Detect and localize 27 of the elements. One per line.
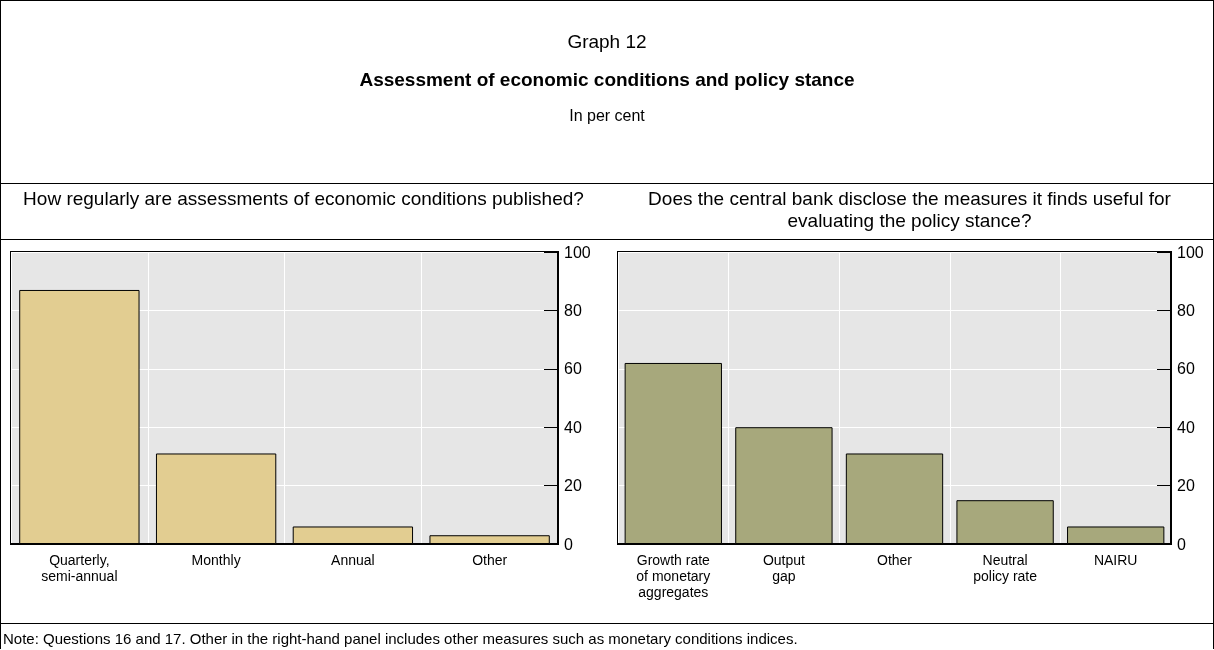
y-tick-label: 40 [1177, 418, 1195, 436]
y-tick-label: 20 [564, 477, 582, 495]
x-tick-label: Output gap [762, 552, 806, 584]
y-tick-label: 40 [564, 418, 582, 436]
x-tick-label: NAIRU [1093, 552, 1138, 568]
text: In per cent [568, 107, 646, 125]
y-tick-label: 100 [564, 243, 591, 261]
y-tick-label: 60 [564, 360, 582, 378]
x-tick-label: Other [472, 552, 508, 568]
chart-title: How regularly are assessments of economic conditions published? [22, 187, 585, 211]
y-tick-label: 80 [1177, 301, 1195, 319]
x-tick-label: Annual [331, 552, 375, 568]
y-tick-label: 80 [564, 301, 582, 319]
text: Assessment of economic conditions and policy stance [358, 69, 856, 91]
x-tick-label: Quarterly, semi-annual [41, 552, 118, 584]
text: Note: Questions 16 and 17. Other in the right-hand panel includes other measures such as monetary conditions indices. [3, 630, 799, 647]
caption: Graph 12 [566, 31, 648, 53]
chart-title: Does the central bank disclose the measures it finds useful for evaluating the policy stance? [647, 187, 1172, 233]
y-tick-label: 60 [1177, 360, 1195, 378]
x-tick-label: Other [876, 552, 913, 568]
x-tick-label: Growth rate of monetary aggregates [636, 552, 711, 600]
y-tick-label: 20 [1177, 477, 1195, 495]
y-tick-label: 100 [1177, 243, 1204, 261]
x-tick-label: Neutral policy rate [973, 552, 1038, 584]
y-tick-label: 0 [1177, 535, 1186, 553]
y-tick-label: 0 [564, 535, 573, 553]
x-tick-label: Monthly [191, 552, 241, 568]
